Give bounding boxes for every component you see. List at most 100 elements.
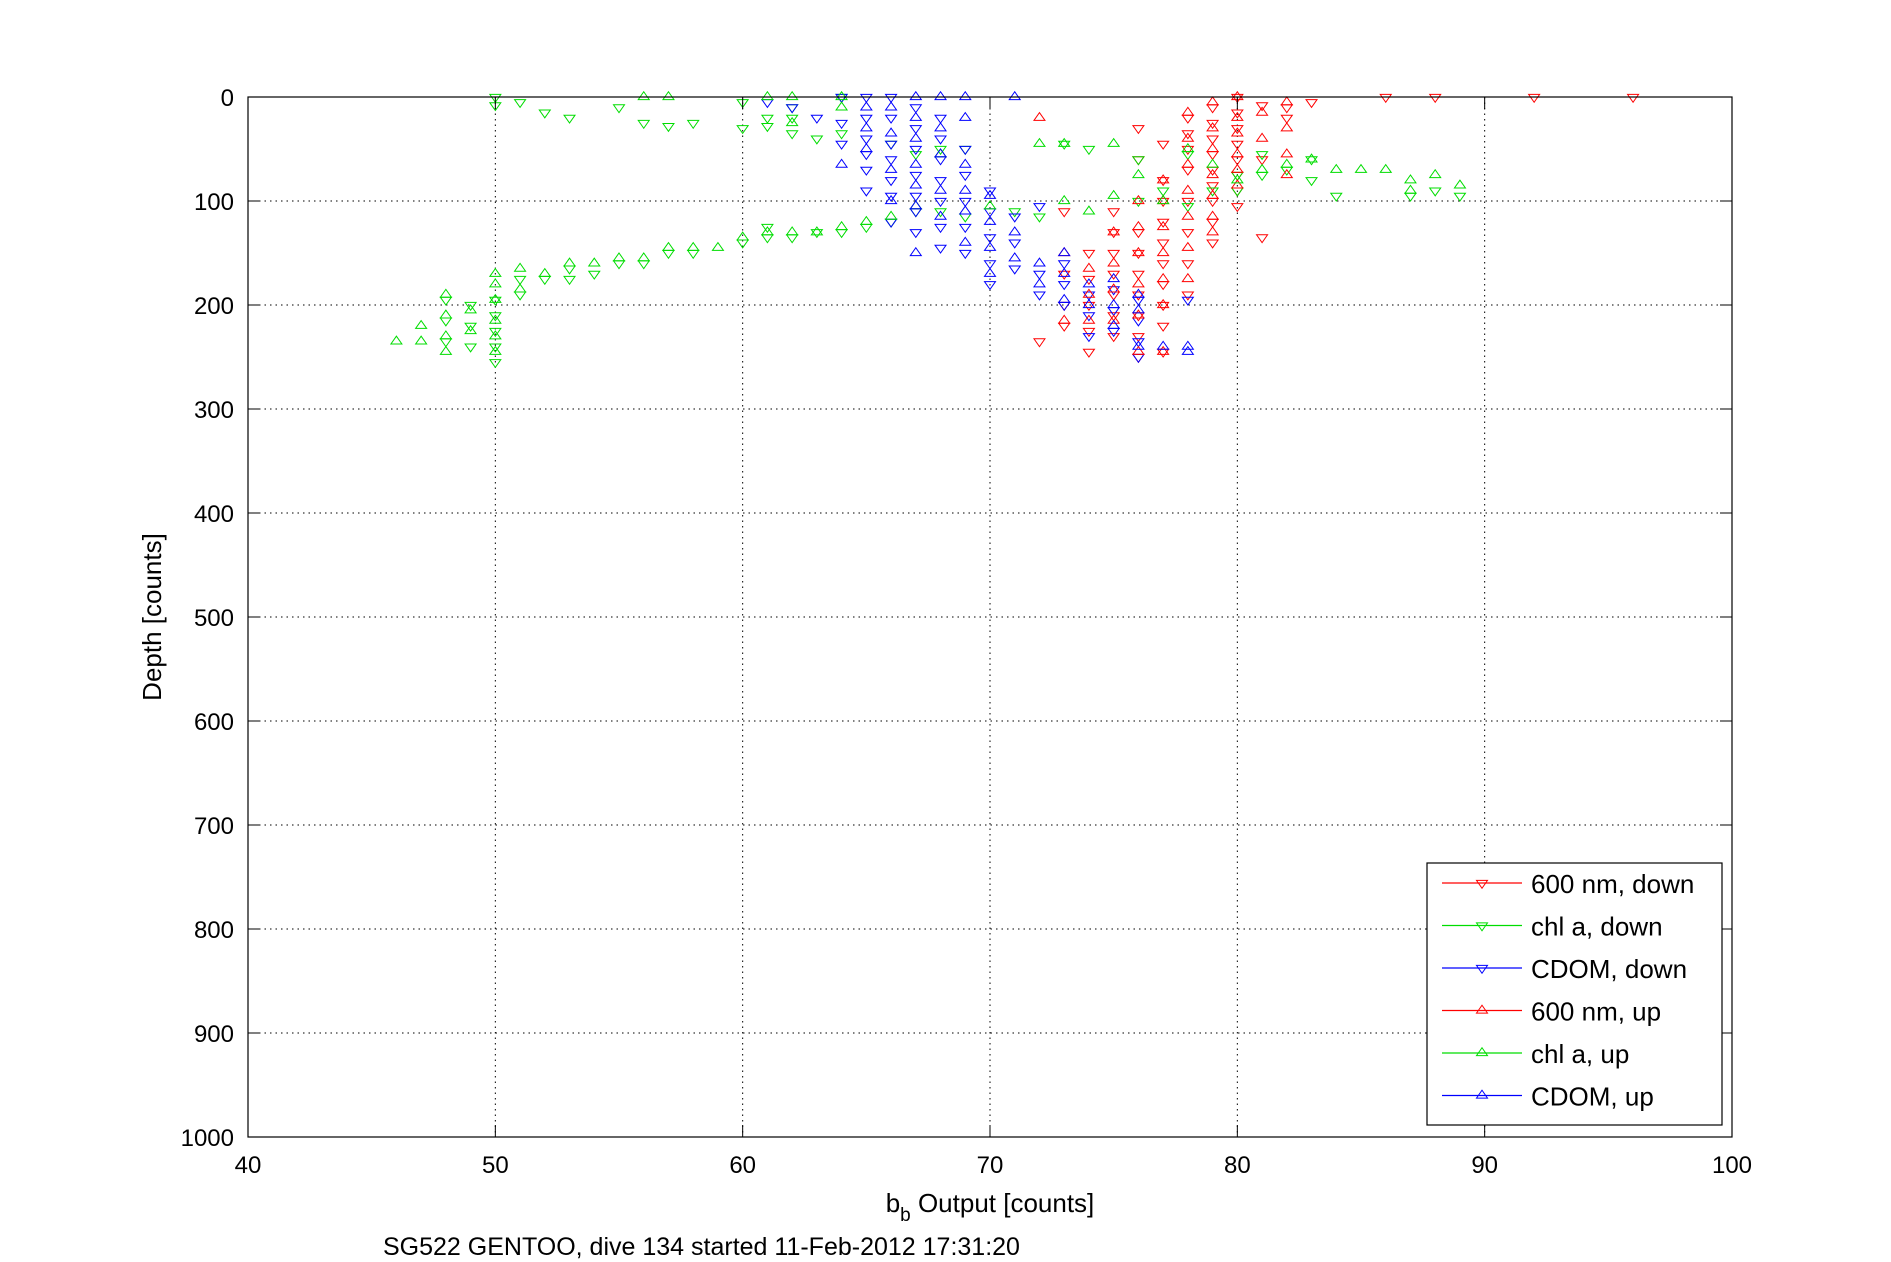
data-point [1230,148,1244,158]
data-point [1255,132,1269,142]
data-point [1305,156,1318,166]
data-point [1181,132,1195,142]
data-point [1082,312,1096,322]
data-point [1255,102,1269,112]
data-point [1107,312,1121,322]
data-point [1057,281,1071,291]
data-point [1527,93,1541,104]
data-point [1156,345,1170,355]
data-point [662,90,675,101]
data-point [1156,194,1170,205]
data-point [1008,90,1022,101]
data-point [1107,286,1121,296]
data-point [983,281,997,291]
data-point [736,231,750,241]
data-point [958,158,972,168]
data-point [1107,298,1121,309]
data-point [1428,168,1442,179]
legend-marker [1475,1046,1489,1057]
legend-label: 600 nm, up [1531,997,1661,1027]
data-point [859,114,873,124]
legend-marker [1475,964,1489,975]
data-point [1131,249,1145,260]
data-point [1057,137,1071,147]
data-point [1329,163,1343,173]
data-point [1131,288,1145,298]
data-point [1206,182,1220,192]
data-point [1008,265,1022,275]
data-point [464,324,478,335]
data-point [637,252,651,262]
legend-marker [1475,922,1489,932]
data-point [1181,229,1195,239]
data-point [1206,142,1220,153]
data-point [1230,179,1244,189]
data-point [1280,148,1294,158]
data-point [760,114,774,124]
data-point [1131,125,1145,135]
data-point [1404,174,1417,184]
data-point [1131,270,1145,280]
data-point [1230,93,1244,104]
data-point [934,208,947,218]
data-point [1206,187,1220,197]
data-point [1057,314,1071,324]
data-point [1329,192,1343,202]
data-point [1082,275,1096,286]
data-point [1354,163,1368,173]
data-point [859,101,873,111]
data-point [884,140,898,150]
data-point [1057,140,1071,150]
data-point [859,93,873,104]
data-point [1107,189,1121,199]
data-point [1082,298,1096,309]
data-point [488,293,502,303]
data-point [488,296,502,306]
data-point [1181,142,1195,153]
data-point [1156,197,1170,208]
x-tick-label: 100 [1712,1152,1752,1179]
data-point [1107,229,1121,239]
data-point [1280,158,1294,168]
data-point [884,101,898,111]
data-point [884,114,898,124]
legend-label: CDOM, down [1531,954,1687,984]
data-point [909,151,923,161]
data-point [612,252,626,262]
data-point [1057,260,1071,270]
data-point [414,319,428,329]
data-point [1280,114,1294,124]
data-point [1181,158,1195,168]
data-point [884,156,898,166]
data-point [488,314,502,324]
y-tick-label: 600 [194,709,234,736]
data-point [983,267,997,277]
data-point [1626,93,1640,104]
data-point [1057,270,1071,280]
data-point [1156,177,1170,187]
data-point [488,267,502,277]
data-point [1181,203,1195,213]
data-point [1033,291,1046,301]
data-point [1057,208,1071,218]
series-600-nm-up [1033,90,1294,355]
data-point [488,312,502,322]
data-point [909,104,923,114]
data-point [1008,226,1022,236]
data-point [439,288,453,298]
y-tick-label: 400 [194,501,234,528]
data-point [934,184,947,194]
x-tick-label: 90 [1471,1152,1498,1179]
data-point [488,327,502,338]
data-point [612,104,626,114]
data-point [686,241,700,251]
data-point [934,90,947,101]
data-point [884,210,898,220]
data-point [1107,319,1121,329]
data-point [859,122,873,132]
data-point [909,200,923,210]
data-point [810,135,824,145]
data-point [1404,184,1417,194]
data-point [760,226,774,236]
data-point [464,304,478,314]
